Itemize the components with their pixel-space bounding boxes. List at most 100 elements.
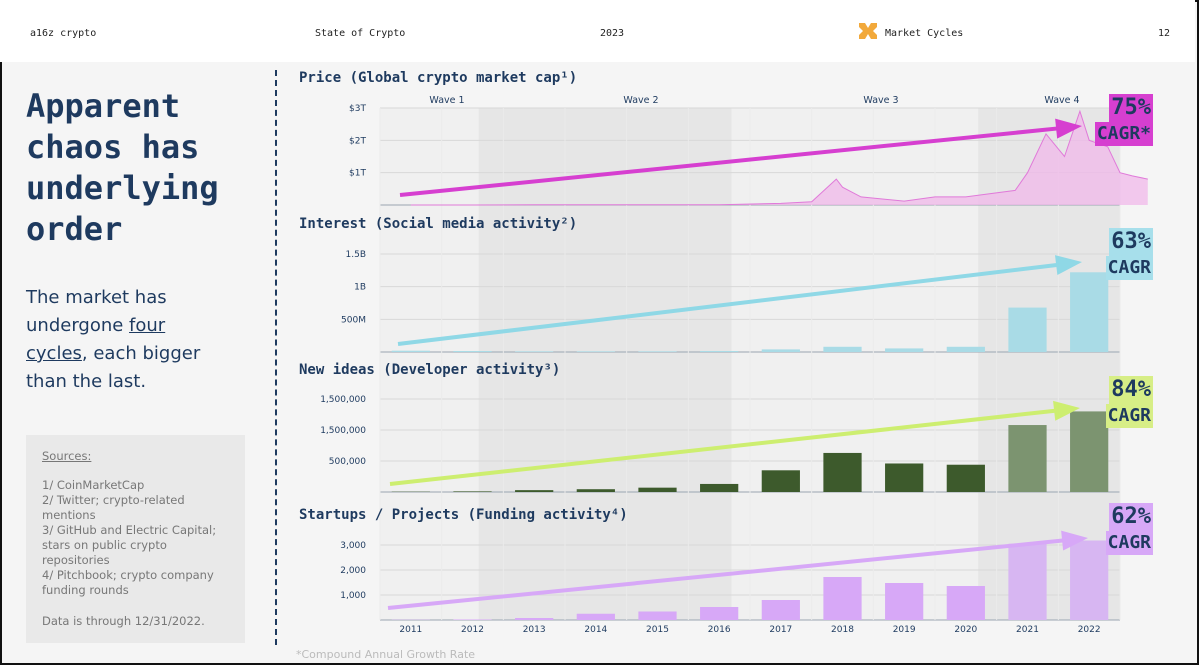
wave-band-2 [478,108,732,620]
bar-2020 [946,346,985,352]
y-tick-label: 500,000 [329,457,366,467]
y-tick-label: 1.5B [346,250,367,260]
interest-trend-arrow-head [1054,255,1082,276]
interest-cagr: 63% CAGR [1098,228,1153,280]
bar-2016 [700,483,739,492]
interest-cagr-label: CAGR [1105,256,1153,280]
wave-label-3: Wave 3 [863,95,898,106]
wave-label-4: Wave 4 [1044,95,1079,106]
price-trend-arrow-head [1055,118,1082,139]
footnote: *Compound Annual Growth Rate [296,648,476,661]
price-area [410,111,1148,205]
dashed-divider [275,70,277,645]
bar-2015 [638,487,677,492]
x-tick-label-2015: 2015 [646,625,669,635]
y-tick-label: 3,000 [340,541,366,551]
bar-2015 [638,351,677,352]
dev-chart-title: New ideas (Developer activity³) [299,362,561,378]
funding-cagr: 62% CAGR [1098,503,1153,555]
x-tick-label-2011: 2011 [399,625,422,635]
bar-2018 [823,452,862,492]
bar-2017 [761,349,800,352]
market-cycles-icon [859,23,877,39]
funding-cagr-value: 62% [1109,503,1153,531]
bar-2019 [885,583,924,620]
interest-trend-arrow-shaft [397,262,1065,346]
bar-2016 [700,351,739,352]
source-item: 4/ Pitchbook; crypto company funding rou… [42,568,214,597]
bar-2013 [515,618,554,620]
bar-2022 [1070,272,1109,352]
description-end: , each bigger than the last. [26,343,201,392]
y-tick-label: $1T [349,169,366,179]
brand-label: a16z crypto [30,28,97,39]
funding-chart-title: Startups / Projects (Funding activity⁴) [299,507,628,523]
bar-2022 [1070,411,1109,492]
top-bar [0,0,1195,62]
y-tick-label: 500M [341,315,366,325]
x-tick-label-2022: 2022 [1078,625,1101,635]
dev-trend-arrow-head [1053,400,1080,421]
funding-trend-arrow-shaft [387,537,1071,610]
x-tick-label-2013: 2013 [523,625,546,635]
bar-2020 [946,464,985,492]
bar-2021 [1008,307,1047,352]
section-label: Market Cycles [885,28,964,39]
y-tick-label: 1,500,000 [320,395,366,405]
x-tick-label-2014: 2014 [584,625,607,635]
x-tick-label-2019: 2019 [893,625,916,635]
sources-box: Sources: 1/ CoinMarketCap 2/ Twitter; cr… [26,435,245,643]
bar-2012 [453,491,492,492]
sources-title: Sources: [42,449,92,463]
description-start: The market has undergone [26,287,167,336]
x-tick-label-2016: 2016 [708,625,731,635]
funding-cagr-label: CAGR [1105,531,1153,555]
y-tick-label: $3T [349,104,366,114]
x-tick-label-2018: 2018 [831,625,854,635]
price-line [410,109,1148,206]
bar-2014 [576,613,615,620]
page-number: 12 [1158,28,1171,39]
bar-2018 [823,346,862,352]
report-label: State of Crypto [315,28,406,39]
price-cagr: 75% CAGR* [1094,94,1153,146]
wave-label-2: Wave 2 [623,95,658,106]
bar-2019 [885,463,924,492]
bar-2011 [391,350,430,352]
data-note: Data is through 12/31/2022. [42,614,205,628]
bar-2014 [576,489,615,492]
y-tick-label: 2,000 [340,566,366,576]
bar-2013 [515,351,554,352]
bar-2020 [946,586,985,620]
funding-trend-arrow-head [1061,530,1088,551]
headline: Apparent chaos has underlying order [26,87,219,248]
price-cagr-value: 75% [1109,94,1153,122]
dev-cagr: 84% CAGR [1098,376,1153,428]
bar-2013 [515,490,554,492]
price-cagr-label: CAGR* [1094,122,1153,146]
x-tick-label-2012: 2012 [461,625,484,635]
interest-cagr-value: 63% [1109,228,1153,256]
source-item: 2/ Twitter; crypto-related mentions [42,493,185,522]
y-tick-label: $2T [349,136,366,146]
bar-2015 [638,611,677,620]
dev-cagr-value: 84% [1109,376,1153,404]
bar-2016 [700,607,739,620]
y-tick-label: 1B [354,283,366,293]
bar-2021 [1008,543,1047,620]
bar-2019 [885,348,924,352]
y-tick-label: 1,500,000 [320,426,366,436]
four-cycles-link[interactable]: four cycles [26,315,166,364]
bar-2022 [1070,540,1109,620]
description: The market has undergone four cycles, ea… [26,284,226,396]
bar-2012 [453,619,492,620]
dev-cagr-label: CAGR [1105,404,1153,428]
bar-2017 [761,600,800,620]
year-label: 2023 [600,28,625,39]
wave-label-1: Wave 1 [429,95,464,106]
price-chart-title: Price (Global crypto market cap¹) [299,70,578,86]
bar-2017 [761,470,800,492]
wave-band-3 [731,108,979,620]
price-trend-arrow-shaft [399,125,1065,197]
